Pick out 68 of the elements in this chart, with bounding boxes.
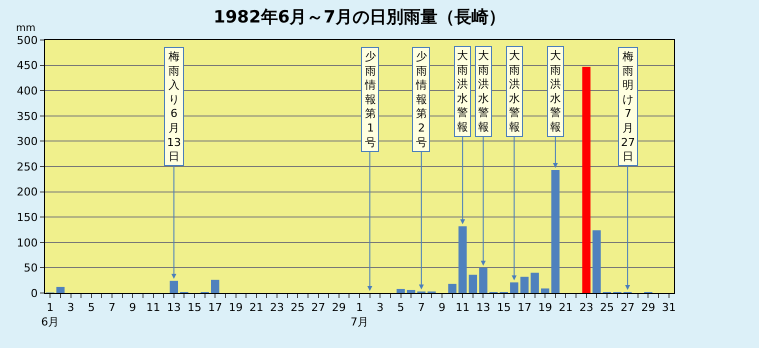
x-tick-label: 15 — [496, 301, 511, 314]
x-tick-label: 1 6月 — [41, 301, 60, 328]
bar — [170, 280, 178, 293]
x-tick-label: 25 — [290, 301, 305, 314]
y-tick-label: 250 — [16, 160, 38, 174]
x-tick-label: 3 — [376, 301, 384, 314]
x-tick-label: 5 — [88, 301, 95, 314]
x-tick-label: 17 — [517, 301, 532, 314]
bar — [520, 276, 529, 293]
annotation: 大雨洪水警報 — [457, 49, 468, 134]
bar — [211, 280, 220, 293]
bar — [540, 288, 550, 293]
x-tick-label: 17 — [208, 301, 222, 314]
x-tick-label: 13 — [166, 301, 181, 314]
x-tick-label: 23 — [270, 301, 284, 314]
annotation: 大雨洪水警報 — [550, 49, 561, 134]
x-tick-label: 21 — [558, 301, 573, 314]
y-tick-label: 400 — [16, 84, 38, 98]
x-tick-label: 19 — [228, 301, 243, 314]
y-tick-label: 100 — [16, 236, 38, 250]
x-tick-label: 7 — [418, 301, 425, 314]
annotation: 梅雨明け7月27日 — [621, 50, 635, 164]
x-tick-label: 27 — [311, 301, 326, 314]
x-tick-label: 29 — [641, 301, 656, 314]
bar — [396, 288, 405, 293]
bar — [406, 290, 416, 293]
annotation: 大雨洪水警報 — [509, 49, 520, 134]
y-tick-label: 150 — [16, 210, 38, 224]
bar — [458, 226, 467, 293]
bar — [530, 272, 539, 293]
bar — [56, 286, 65, 293]
x-tick-label: 19 — [538, 301, 552, 314]
x-tick-label: 7 — [108, 301, 116, 314]
x-tick-label: 21 — [249, 301, 264, 314]
x-tick-label: 31 — [662, 301, 676, 314]
chart-title: 1982年6月～7月の日別雨量（長崎） — [214, 7, 506, 28]
y-tick-label: 500 — [16, 34, 38, 47]
x-tick-label: 1 7月 — [350, 301, 368, 328]
x-tick-label: 23 — [579, 301, 594, 314]
x-tick-label: 13 — [476, 301, 490, 314]
x-tick-label: 9 — [438, 301, 446, 314]
bar — [582, 66, 590, 293]
x-tick-label: 25 — [600, 301, 614, 314]
x-tick-label: 11 — [146, 301, 160, 314]
bar — [448, 284, 456, 293]
y-tick-label: 350 — [16, 110, 38, 123]
bar — [479, 268, 488, 293]
bar — [468, 274, 478, 293]
y-tick-label: 50 — [24, 262, 38, 275]
y-tick-label: 0 — [30, 286, 38, 300]
y-tick-label: 450 — [16, 59, 38, 72]
x-tick-label: 15 — [188, 301, 202, 314]
x-tick-label: 27 — [620, 301, 635, 314]
bar — [592, 230, 601, 293]
y-axis-title: mm — [16, 23, 36, 34]
x-tick-label: 11 — [456, 301, 470, 314]
x-tick-label: 5 — [397, 301, 404, 314]
y-tick-label: 200 — [16, 186, 38, 199]
x-tick-label: 3 — [67, 301, 74, 314]
x-tick-label: 9 — [129, 301, 136, 314]
annotation: 大雨洪水警報 — [478, 49, 489, 134]
annotation: 梅雨入り6月13日 — [167, 50, 181, 164]
annotation: 少雨情報第1号 — [364, 50, 376, 149]
y-tick-label: 300 — [16, 135, 38, 148]
bar — [510, 282, 518, 293]
bar — [551, 170, 560, 293]
x-tick-label: 29 — [332, 301, 346, 314]
annotation: 少雨情報第2号 — [415, 50, 427, 149]
